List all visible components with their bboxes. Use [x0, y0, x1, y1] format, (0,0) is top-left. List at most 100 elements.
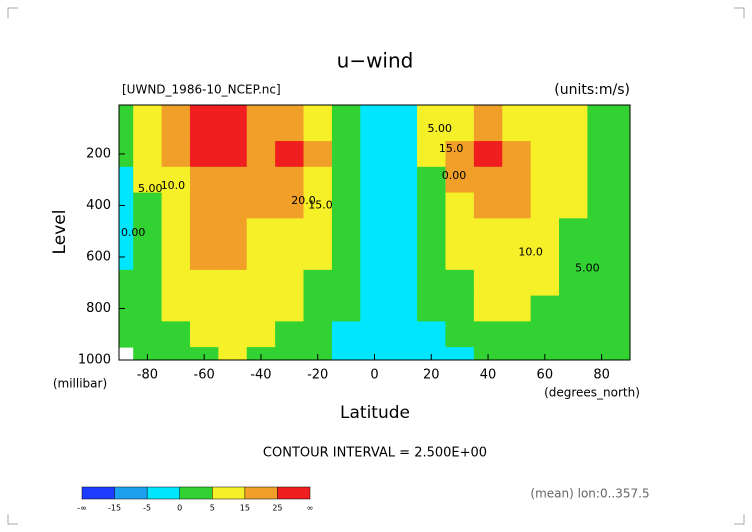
colorbar-swatch	[244, 487, 278, 499]
field-cell	[133, 269, 163, 297]
field-cell	[587, 269, 617, 297]
field-cell	[360, 218, 390, 245]
field-cell	[303, 166, 333, 194]
field-cell	[473, 192, 503, 219]
field-cell	[417, 192, 446, 219]
field-cell	[417, 269, 446, 297]
field-cell	[119, 321, 134, 348]
field-cell	[161, 192, 191, 219]
field-cell	[246, 105, 276, 142]
field-cell	[530, 244, 560, 271]
field-cell	[189, 105, 219, 142]
field-cell	[473, 347, 503, 361]
field-cell	[615, 141, 631, 168]
field-cell	[275, 105, 305, 142]
field-cell	[502, 218, 532, 245]
field-cell	[530, 321, 560, 348]
y-axis-unit: (millibar)	[53, 377, 107, 391]
field-cell	[331, 105, 361, 142]
field-cell	[119, 192, 134, 219]
field-cell	[119, 244, 134, 271]
field-cell	[133, 347, 163, 361]
y-tick-label: 200	[86, 146, 111, 161]
field-cell	[246, 218, 276, 245]
footer: CONTOUR INTERVAL = 2.500E+00	[263, 446, 487, 461]
contour-label: 10.0	[161, 179, 186, 192]
field-cell	[303, 321, 333, 348]
field-cell	[388, 218, 418, 245]
field-cell	[445, 295, 475, 322]
colorbar-swatch	[147, 487, 180, 499]
field-cell	[615, 244, 631, 271]
y-tick-label: 400	[86, 198, 111, 213]
field-cell	[331, 166, 361, 194]
field-cell	[502, 295, 532, 322]
y-tick-label: 800	[86, 301, 111, 316]
field-cell	[119, 295, 134, 322]
field-cell	[530, 141, 560, 168]
y-tick-label: 1000	[78, 353, 111, 368]
field-cell	[388, 321, 418, 348]
field-cell	[161, 321, 191, 348]
field-cell	[360, 141, 390, 168]
field-cell	[360, 321, 390, 348]
x-tick-label: 80	[593, 368, 610, 383]
field-cell	[119, 218, 134, 245]
field-cell	[445, 166, 475, 194]
field-cell	[303, 244, 333, 271]
x-tick-label: 60	[537, 368, 554, 383]
field-cell	[161, 295, 191, 322]
field-cell	[473, 105, 503, 142]
field-cell	[189, 218, 219, 245]
contour-label: 10.0	[518, 246, 543, 259]
field-cell	[161, 166, 191, 194]
field-cell	[133, 141, 163, 168]
field-cell	[559, 269, 588, 297]
field-cell	[161, 269, 191, 297]
field-cell	[417, 295, 446, 322]
field-cell	[161, 105, 191, 142]
contour-label: 15.0	[439, 142, 464, 155]
field-cell	[559, 141, 588, 168]
field-cell	[133, 218, 163, 245]
field-cell	[218, 269, 248, 297]
contour-label: 0.00	[121, 226, 146, 239]
field-cell	[133, 321, 163, 348]
field-cell	[445, 218, 475, 245]
field-cell	[275, 321, 305, 348]
subtitle-right: (units:m/s)	[554, 82, 630, 98]
field-cell	[615, 269, 631, 297]
field-cell	[331, 295, 361, 322]
colorbar-swatch	[212, 487, 245, 499]
field-cell	[388, 192, 418, 219]
field-cell	[502, 105, 532, 142]
subtitle-left: [UWND_1986-10_NCEP.nc]	[122, 83, 281, 97]
field-cell	[119, 166, 134, 194]
field-cell	[133, 166, 163, 194]
page-corner	[7, 7, 745, 525]
field-cell	[445, 192, 475, 219]
field-cell	[360, 244, 390, 271]
field-cell	[133, 192, 163, 219]
contour-label: 15.0	[308, 199, 333, 212]
field-cell	[161, 347, 191, 361]
field-cell	[388, 105, 418, 142]
field-cell	[502, 192, 532, 219]
field-cell	[275, 295, 305, 322]
field-cell	[218, 105, 248, 142]
field-cell	[502, 321, 532, 348]
field-cell	[246, 347, 276, 361]
field-cell	[275, 244, 305, 271]
field-cell	[417, 166, 446, 194]
note: (mean) lon:0..357.5	[530, 487, 649, 501]
field-cell	[559, 218, 588, 245]
field-cell	[303, 141, 333, 168]
field-cell	[473, 295, 503, 322]
field-cell	[473, 141, 503, 168]
field-cell	[218, 218, 248, 245]
field-cell	[360, 166, 390, 194]
field-cell	[587, 166, 617, 194]
field-cell	[587, 141, 617, 168]
colorbar-label: -∞	[77, 504, 87, 513]
field-cell	[417, 347, 446, 361]
